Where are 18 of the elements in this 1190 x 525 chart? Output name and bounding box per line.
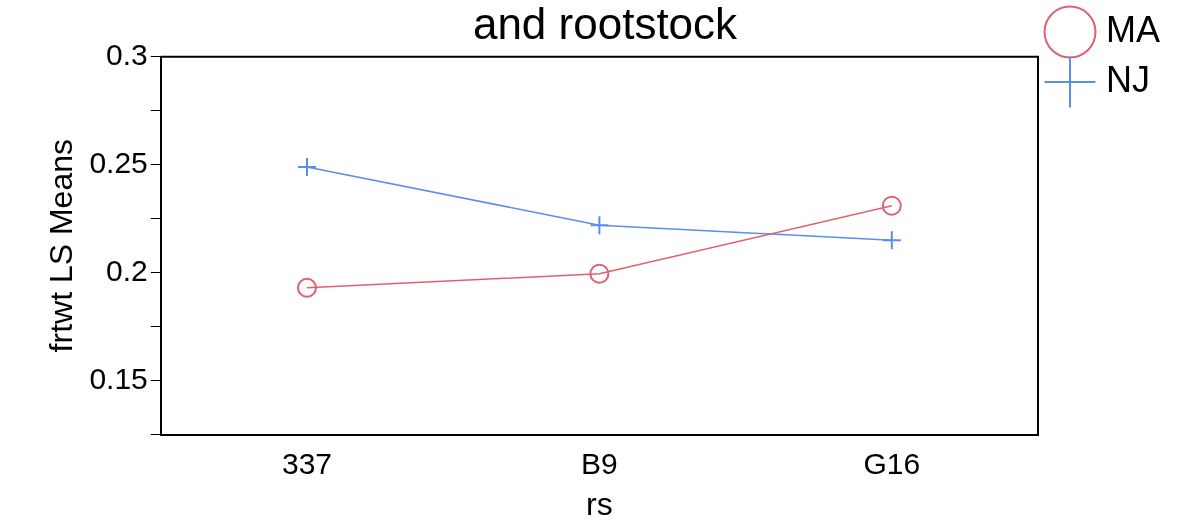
legend-label: MA — [1106, 8, 1160, 50]
point — [881, 195, 902, 216]
x-tick-label: 337 — [281, 446, 333, 480]
x-axis-title: rs — [586, 485, 613, 522]
legend-label: NJ — [1106, 58, 1150, 100]
y-tick-label: 0.25 — [89, 146, 148, 180]
y-axis-title: frtwt LS Means — [43, 139, 80, 353]
chart-title: and rootstock — [472, 0, 739, 48]
point — [589, 263, 610, 284]
x-tick-label: G16 — [863, 446, 921, 480]
y-tick-label: 0.15 — [89, 361, 148, 395]
point — [589, 215, 610, 236]
point — [296, 277, 317, 298]
point — [296, 156, 317, 177]
y-tick-label: 0.2 — [106, 253, 148, 287]
point — [881, 230, 902, 251]
x-tick-label: B9 — [581, 446, 618, 480]
y-tick-label: 0.3 — [106, 38, 148, 72]
